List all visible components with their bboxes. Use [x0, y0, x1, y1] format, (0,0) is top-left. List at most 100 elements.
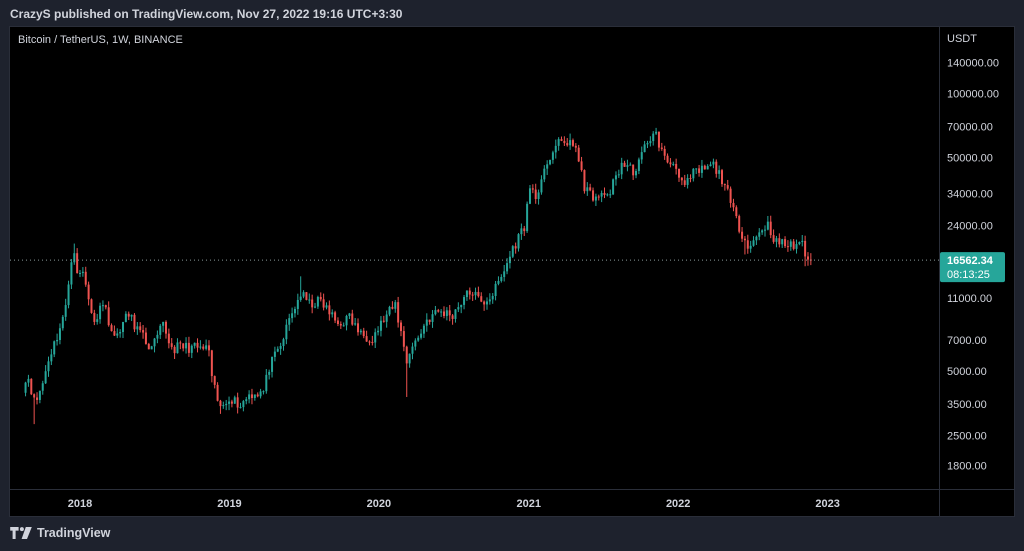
y-tick-label: 140000.00: [947, 57, 999, 69]
candle-body: [325, 305, 328, 308]
candle-body: [93, 312, 96, 322]
candle-body: [167, 333, 170, 344]
candle-body: [348, 313, 351, 316]
candle-body: [609, 194, 612, 196]
candle-body: [488, 299, 491, 302]
candle-body: [623, 162, 626, 167]
y-tick-label: 24000.00: [947, 221, 993, 233]
x-tick-label[interactable]: 2021: [517, 498, 541, 510]
x-tick-label[interactable]: 2018: [68, 498, 92, 510]
candle-body: [420, 333, 423, 338]
candle-body: [236, 397, 239, 408]
candle-body: [784, 239, 787, 247]
x-tick-label[interactable]: 2022: [666, 498, 690, 510]
candle-body: [271, 356, 274, 372]
candle-body: [589, 187, 592, 191]
candle-body: [769, 221, 772, 236]
price-chart[interactable]: USDT 140000.00 100000.00 70000.00 50000.00 34…: [10, 27, 1014, 516]
candle-body: [70, 262, 73, 285]
candle-body: [119, 331, 122, 334]
candle-body: [147, 343, 150, 350]
candle-body: [511, 246, 514, 257]
candle-body: [437, 310, 440, 312]
candle-body: [121, 321, 125, 332]
candle-body: [506, 263, 509, 272]
candle-body: [460, 304, 463, 308]
candle-body: [156, 334, 159, 339]
candle-body: [718, 170, 721, 174]
symbol-title[interactable]: Bitcoin / TetherUS, 1W, BINANCE: [18, 34, 183, 46]
candle-body: [30, 378, 33, 395]
candle-body: [213, 376, 216, 385]
candle-body: [440, 311, 443, 313]
candle-body: [316, 296, 319, 307]
candle-body: [351, 313, 354, 325]
candle-body: [394, 302, 397, 309]
footer-branding[interactable]: TradingView: [10, 526, 110, 540]
candle-body: [640, 152, 643, 160]
candle-body: [571, 140, 574, 146]
tradingview-logo-icon: [10, 527, 32, 539]
candle-body: [500, 276, 503, 281]
candle-body: [331, 312, 334, 315]
candle-body: [445, 310, 448, 316]
candle-body: [534, 189, 537, 200]
candle-body: [526, 203, 529, 232]
candle-body: [182, 343, 185, 349]
candle-body: [382, 320, 385, 322]
candle-body: [379, 320, 382, 331]
candle-body: [116, 333, 119, 336]
y-tick-label: 7000.00: [947, 335, 987, 347]
candle-body: [712, 161, 715, 165]
candle-body: [537, 192, 540, 200]
candle-body: [47, 361, 50, 372]
candle-body: [150, 346, 153, 350]
candle-body: [483, 301, 486, 305]
candle-body: [96, 319, 99, 322]
candle-body: [454, 309, 457, 319]
candle-body: [586, 187, 589, 192]
candle-body: [715, 161, 718, 174]
candle-body: [371, 341, 374, 343]
candle-body: [248, 394, 251, 400]
candle-body: [205, 345, 208, 349]
candle-body: [786, 246, 789, 248]
y-tick-label: 11000.00: [947, 293, 992, 305]
candle-body: [471, 294, 474, 296]
candle-body: [689, 178, 692, 180]
candle-body: [560, 139, 563, 141]
candle-body: [414, 340, 417, 347]
candle-body: [153, 338, 156, 347]
candle-body: [706, 166, 709, 170]
candle-body: [752, 240, 755, 246]
candle-body: [273, 351, 276, 357]
candle-body: [720, 170, 724, 185]
y-tick-label: 5000.00: [947, 366, 987, 378]
candle-body: [669, 162, 672, 165]
candle-body: [695, 168, 698, 170]
candle-body: [110, 325, 113, 332]
candle-body: [549, 159, 552, 165]
candle-body: [293, 308, 296, 314]
candle-body: [359, 330, 362, 333]
candle-body: [543, 168, 546, 180]
y-tick-label: 1800.00: [947, 461, 987, 473]
candle-body: [44, 371, 47, 384]
x-tick-label[interactable]: 2020: [367, 498, 391, 510]
candle-body: [265, 374, 268, 392]
candle-body: [703, 165, 706, 170]
x-tick-label[interactable]: 2023: [815, 498, 839, 510]
candle-body: [408, 353, 411, 364]
candle-body: [299, 296, 302, 300]
y-tick-label: 100000.00: [947, 89, 999, 101]
candle-body: [50, 354, 53, 362]
candle-body: [574, 145, 577, 148]
x-tick-label[interactable]: 2019: [217, 498, 241, 510]
y-tick-label: 3500.00: [947, 399, 987, 411]
chart-pane[interactable]: USDT 140000.00 100000.00 70000.00 50000.00 34…: [9, 26, 1015, 517]
bar-countdown-label: 08:13:25: [947, 269, 990, 281]
y-tick-label: 2500.00: [947, 430, 987, 442]
candle-body: [136, 326, 139, 330]
candle-body: [311, 299, 314, 308]
candle-body: [322, 299, 325, 308]
